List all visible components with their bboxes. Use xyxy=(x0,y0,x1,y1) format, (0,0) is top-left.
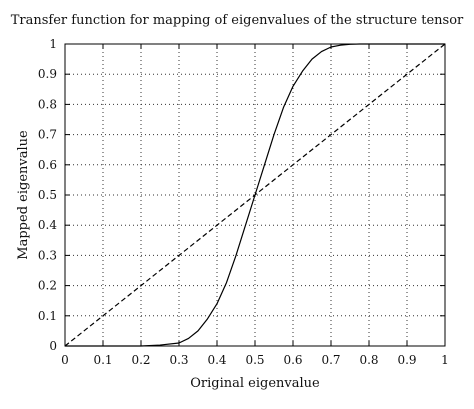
y-tick-label: 0.4 xyxy=(38,218,57,232)
x-axis: 0 0.1 0.2 0.3 0.4 0.5 0.6 0.7 0.8 0.9 1 xyxy=(61,44,449,367)
x-tick-label: 0.7 xyxy=(321,353,340,367)
x-tick-label: 0.4 xyxy=(207,353,226,367)
y-axis: 0 0.1 0.2 0.3 0.4 0.5 0.6 0.7 0.8 0.9 1 xyxy=(38,37,445,353)
x-tick-label: 0.8 xyxy=(359,353,378,367)
x-tick-label: 0.5 xyxy=(245,353,264,367)
x-tick-label: 0.9 xyxy=(397,353,416,367)
series-group xyxy=(64,43,446,347)
series-line-solid xyxy=(65,43,445,347)
x-tick-label: 0.6 xyxy=(283,353,302,367)
y-tick-label: 0.6 xyxy=(38,158,57,172)
y-axis-label: Mapped eigenvalue xyxy=(16,130,31,260)
y-tick-label: 0.1 xyxy=(38,309,57,323)
x-axis-label: Original eigenvalue xyxy=(190,376,320,391)
x-tick-label: 0.1 xyxy=(93,353,112,367)
y-tick-label: 1 xyxy=(49,37,57,51)
y-tick-label: 0.3 xyxy=(38,248,57,262)
x-tick-label: 1 xyxy=(441,353,449,367)
y-tick-label: 0.8 xyxy=(38,97,57,111)
x-tick-label: 0 xyxy=(61,353,69,367)
x-tick-label: 0.3 xyxy=(169,353,188,367)
grid xyxy=(65,44,445,346)
x-tick-label: 0.2 xyxy=(131,353,150,367)
y-tick-label: 0.5 xyxy=(38,188,57,202)
chart-title: Transfer function for mapping of eigenva… xyxy=(11,13,464,28)
y-tick-label: 0.7 xyxy=(38,128,57,142)
series-line-dashed xyxy=(64,43,446,347)
y-tick-label: 0.9 xyxy=(38,67,57,81)
y-tick-label: 0 xyxy=(49,339,57,353)
y-tick-label: 0.2 xyxy=(38,279,57,293)
